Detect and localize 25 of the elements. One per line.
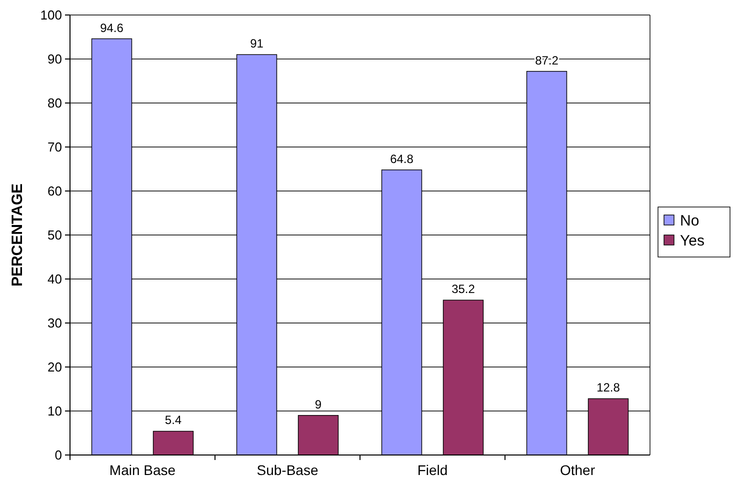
y-axis-title: PERCENTAGE	[9, 183, 26, 287]
data-label: 9	[314, 397, 322, 412]
data-label: 94.6	[100, 20, 124, 35]
y-tick-label: 50	[48, 228, 62, 243]
y-tick-label: 60	[48, 184, 62, 199]
legend-label: Yes	[680, 232, 704, 250]
y-tick-label: 30	[48, 316, 62, 331]
y-tick-label: 100	[40, 8, 62, 23]
x-tick-label: Field	[417, 462, 448, 478]
data-label: 5.4	[164, 413, 182, 428]
y-tick-label: 90	[48, 52, 62, 67]
y-tick-label: 10	[48, 404, 62, 419]
y-tick-label: 0	[54, 448, 62, 463]
y-tick-label: 40	[48, 272, 62, 287]
y-tick-label: 80	[48, 96, 62, 111]
y-tick-label: 70	[48, 140, 62, 155]
data-label: 12.8	[596, 380, 620, 395]
legend-label: No	[680, 212, 700, 230]
y-tick-label: 20	[48, 360, 62, 375]
data-label: 64.8	[390, 152, 414, 166]
x-tick-label: Main Base	[109, 462, 176, 478]
data-label: 91	[250, 36, 264, 51]
x-tick-label: Sub-Base	[256, 462, 318, 478]
x-tick-label: Other	[560, 462, 596, 478]
data-label: 35.2	[452, 282, 476, 296]
